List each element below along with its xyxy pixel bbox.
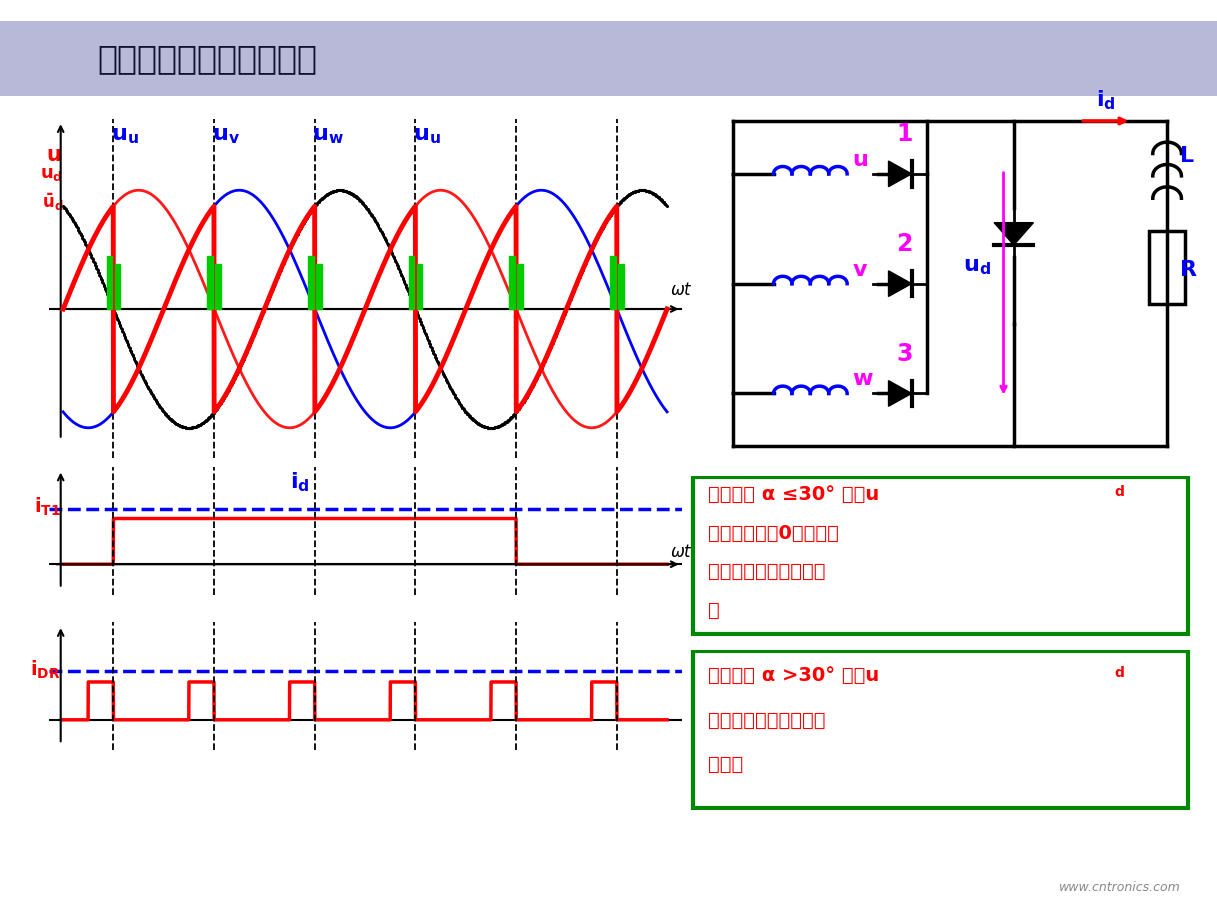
Text: R: R bbox=[1180, 260, 1196, 279]
Text: $\mathbf{u_u}$: $\mathbf{u_u}$ bbox=[413, 126, 441, 145]
Text: 流作用: 流作用 bbox=[708, 756, 744, 774]
Text: $\mathbf{u_w}$: $\mathbf{u_w}$ bbox=[313, 126, 344, 145]
FancyBboxPatch shape bbox=[692, 478, 1188, 634]
Text: $\mathbf{u_u}$: $\mathbf{u_u}$ bbox=[111, 126, 139, 145]
Text: 极管承受反压而不起作: 极管承受反压而不起作 bbox=[708, 562, 825, 581]
Text: $\mathbf{i_{T1}}$: $\mathbf{i_{T1}}$ bbox=[34, 495, 61, 518]
Text: 断续，续流二极管起续: 断续，续流二极管起续 bbox=[708, 710, 825, 729]
Bar bbox=[517, 264, 523, 309]
Polygon shape bbox=[888, 381, 912, 406]
Bar bbox=[618, 264, 623, 309]
Bar bbox=[215, 264, 221, 309]
Text: u: u bbox=[852, 150, 868, 169]
Text: 电阻负载 α ≤30° 时，u: 电阻负载 α ≤30° 时，u bbox=[708, 485, 879, 504]
Bar bbox=[316, 264, 321, 309]
Text: $\mathbf{u_v}$: $\mathbf{u_v}$ bbox=[212, 126, 240, 145]
Text: www.cntronics.com: www.cntronics.com bbox=[1059, 881, 1180, 894]
Text: $\omega t$: $\omega t$ bbox=[669, 281, 692, 299]
Text: 电阻负载 α >30° 时，u: 电阻负载 α >30° 时，u bbox=[708, 666, 879, 684]
Text: $\mathbf{i_d}$: $\mathbf{i_d}$ bbox=[290, 470, 309, 493]
Text: w: w bbox=[852, 370, 873, 389]
Text: 电感性负载加续流二极管: 电感性负载加续流二极管 bbox=[97, 42, 318, 75]
Polygon shape bbox=[888, 161, 912, 187]
Bar bbox=[416, 264, 422, 309]
Text: 用: 用 bbox=[708, 600, 719, 619]
Text: $\mathbf{i_d}$: $\mathbf{i_d}$ bbox=[1097, 89, 1116, 113]
Text: $\mathbf{u_d}$: $\mathbf{u_d}$ bbox=[963, 257, 991, 277]
Bar bbox=[409, 255, 414, 309]
Text: L: L bbox=[1180, 145, 1194, 166]
Text: $\mathbf{i_{DR}}$: $\mathbf{i_{DR}}$ bbox=[30, 659, 61, 681]
Text: v: v bbox=[852, 260, 867, 279]
Polygon shape bbox=[994, 222, 1033, 245]
Polygon shape bbox=[888, 271, 912, 296]
Bar bbox=[114, 264, 120, 309]
Text: $\mathbf{u}$: $\mathbf{u}$ bbox=[45, 145, 61, 165]
Bar bbox=[207, 255, 213, 309]
Text: 连续且均大于0，续流二: 连续且均大于0，续流二 bbox=[708, 523, 839, 543]
Bar bbox=[1149, 231, 1185, 304]
Text: d: d bbox=[1115, 666, 1125, 680]
Bar bbox=[107, 255, 112, 309]
Text: $\omega t$: $\omega t$ bbox=[669, 543, 692, 561]
Text: d: d bbox=[1115, 485, 1125, 500]
Text: $\mathbf{u_d}$: $\mathbf{u_d}$ bbox=[40, 166, 63, 183]
Text: 3: 3 bbox=[896, 342, 913, 366]
FancyBboxPatch shape bbox=[692, 651, 1188, 808]
Bar bbox=[610, 255, 616, 309]
Text: $\mathbf{\bar{u}_d}$: $\mathbf{\bar{u}_d}$ bbox=[41, 192, 63, 213]
Bar bbox=[509, 255, 515, 309]
Bar bbox=[308, 255, 314, 309]
Text: 2: 2 bbox=[896, 232, 913, 256]
Text: 1: 1 bbox=[896, 123, 913, 146]
